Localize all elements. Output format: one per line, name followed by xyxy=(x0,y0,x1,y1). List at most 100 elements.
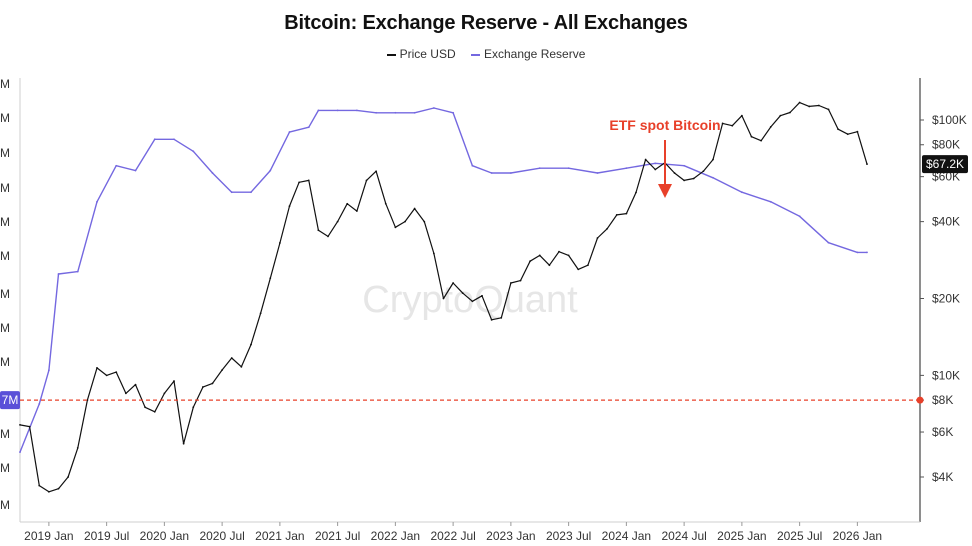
price-point xyxy=(817,104,820,107)
right-tick-label: $8K xyxy=(932,393,953,407)
price-point xyxy=(452,282,455,284)
price-point xyxy=(365,179,368,182)
left-badge-label: 7M xyxy=(2,393,19,407)
price-point xyxy=(490,318,493,321)
price-point xyxy=(182,442,185,445)
right-tick-label: $4K xyxy=(932,470,953,484)
price-point xyxy=(856,130,859,133)
reserve-point xyxy=(134,169,137,172)
price-point xyxy=(567,254,570,257)
price-point xyxy=(240,365,243,368)
price-point xyxy=(529,260,532,263)
reserve-point xyxy=(173,138,175,141)
x-tick-label: 2021 Jan xyxy=(255,529,304,543)
price-point xyxy=(471,300,474,303)
left-tick-label: M xyxy=(0,111,10,125)
reserve-point xyxy=(683,164,686,167)
reserve-point xyxy=(712,176,714,179)
price-point xyxy=(317,229,320,232)
x-tick-label: 2023 Jan xyxy=(486,529,535,543)
legend-item-reserve[interactable]: Exchange Reserve xyxy=(470,47,586,61)
legend-item-price[interactable]: Price USD xyxy=(386,47,456,61)
price-point xyxy=(837,128,840,131)
reserve-point xyxy=(317,109,320,112)
x-tick-label: 2021 Jul xyxy=(315,529,360,543)
reserve-point xyxy=(375,111,378,114)
price-point xyxy=(481,294,483,297)
reserve-point xyxy=(115,164,118,167)
price-point xyxy=(19,423,21,426)
right-tick-label: $6K xyxy=(932,425,953,439)
left-tick-label: M xyxy=(0,287,10,301)
price-point xyxy=(519,279,522,282)
left-tick-label: M xyxy=(0,321,10,335)
x-tick-label: 2019 Jul xyxy=(84,529,129,543)
reserve-point xyxy=(38,403,41,405)
reserve-point xyxy=(394,111,397,114)
left-badge xyxy=(0,391,20,410)
price-badge xyxy=(922,155,968,174)
legend-swatch-price xyxy=(386,53,396,56)
left-tick-label: M xyxy=(0,498,10,512)
legend-swatch-reserve xyxy=(470,53,480,56)
reserve-point xyxy=(827,241,830,244)
right-tick-label: $60K xyxy=(932,170,960,184)
price-point xyxy=(442,297,445,300)
price-point xyxy=(615,214,618,216)
x-tick-label: 2022 Jan xyxy=(371,529,420,543)
price-point xyxy=(105,374,108,377)
x-tick-label: 2025 Jan xyxy=(717,529,766,543)
price-point xyxy=(432,252,435,255)
price-point xyxy=(692,177,695,180)
reserve-point xyxy=(490,172,493,174)
price-point xyxy=(866,163,868,165)
reserve-point xyxy=(432,107,435,109)
price-point xyxy=(702,170,705,173)
reserve-point xyxy=(355,109,358,112)
price-point xyxy=(201,386,204,388)
price-point xyxy=(76,447,79,449)
price-point xyxy=(769,125,772,128)
x-tick-label: 2020 Jul xyxy=(199,529,244,543)
price-point xyxy=(144,406,147,409)
left-tick-label: M xyxy=(0,77,10,91)
price-point xyxy=(230,357,233,359)
price-point xyxy=(596,237,599,239)
price-point xyxy=(250,343,252,346)
price-point xyxy=(500,316,503,319)
price-point xyxy=(509,282,512,284)
left-tick-label: M xyxy=(0,146,10,160)
price-point xyxy=(606,227,609,230)
price-point xyxy=(394,226,397,229)
price-point xyxy=(760,139,763,142)
price-point xyxy=(538,254,541,257)
reserve-point xyxy=(47,369,50,372)
price-point xyxy=(779,114,782,117)
price-point xyxy=(153,410,156,413)
reserve-point xyxy=(192,150,195,153)
price-point xyxy=(413,207,416,210)
price-point xyxy=(221,369,224,371)
price-point xyxy=(548,264,551,267)
x-tick-label: 2024 Jul xyxy=(661,529,706,543)
price-point xyxy=(259,312,262,315)
right-tick-label: $10K xyxy=(932,368,960,382)
reserve-point xyxy=(654,162,657,165)
price-badge-label: $67.2K xyxy=(926,157,964,171)
price-point xyxy=(644,158,647,161)
price-point xyxy=(789,111,791,114)
reserve-point xyxy=(740,191,743,194)
reserve-point xyxy=(452,111,455,114)
price-point xyxy=(211,382,214,385)
left-tick-label: M xyxy=(0,461,10,475)
reserve-point xyxy=(413,111,416,114)
annotation-arrow-head xyxy=(658,184,672,198)
right-tick-label: $40K xyxy=(932,215,960,229)
price-point xyxy=(384,202,387,205)
x-tick-label: 2020 Jan xyxy=(140,529,189,543)
reserve-point xyxy=(625,167,628,170)
price-point xyxy=(288,205,291,208)
legend-label-reserve: Exchange Reserve xyxy=(483,47,586,61)
price-point xyxy=(163,392,166,395)
